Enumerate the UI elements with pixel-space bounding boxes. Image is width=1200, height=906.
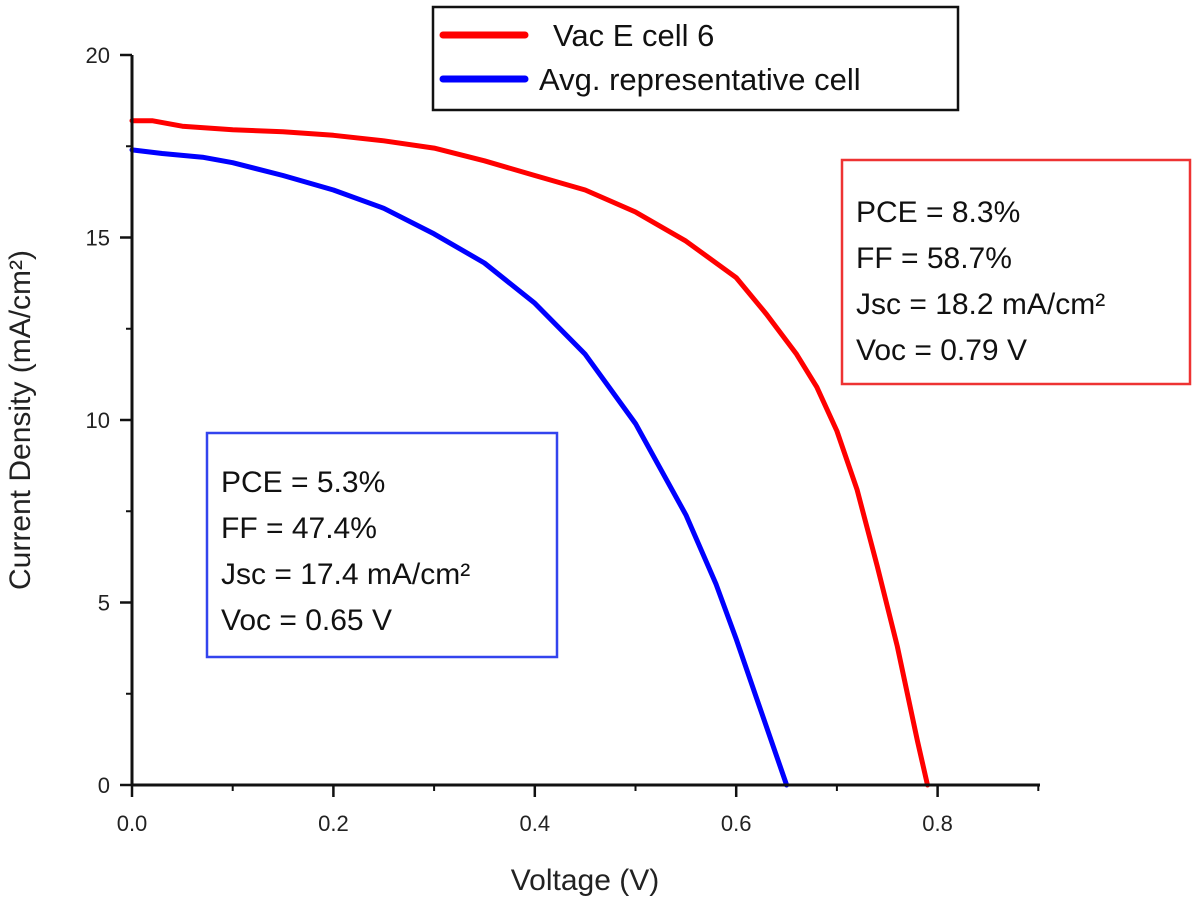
annotation-line: PCE = 8.3% (856, 196, 1020, 229)
legend-label-series-2: Avg. representative cell (539, 62, 861, 97)
series-line-1 (129, 118, 930, 788)
x-tick-label: 0.8 (922, 811, 953, 836)
annotation-border-red (840, 158, 1192, 386)
annotation-border-blue (205, 431, 559, 659)
annotation-line: Jsc = 17.4 mA/cm² (221, 558, 470, 591)
annotation-line: FF = 58.7% (856, 242, 1012, 275)
series-layer (129, 118, 930, 788)
annotation-line: Voc = 0.65 V (221, 604, 392, 637)
ticks: 0.0 0.2 0.4 0.6 0.8 0 5 10 15 20 (86, 43, 1040, 836)
legend: Vac E cell 6 Avg. representative cell (431, 5, 960, 112)
annotation-line: Voc = 0.79 V (856, 334, 1027, 367)
y-tick-label: 15 (86, 226, 110, 251)
y-tick-label: 0 (98, 773, 110, 798)
legend-box (431, 5, 960, 112)
annotation-line: PCE = 5.3% (221, 466, 385, 499)
x-tick-label: 0.4 (520, 811, 551, 836)
y-tick-label: 5 (98, 591, 110, 616)
y-tick-label: 10 (86, 408, 110, 433)
annotation-line: Jsc = 18.2 mA/cm² (856, 288, 1105, 321)
x-axis-title: Voltage (V) (511, 864, 659, 897)
y-tick-label: 20 (86, 43, 110, 68)
series-line-2 (129, 147, 790, 788)
x-tick-label: 0.2 (318, 811, 349, 836)
legend-label-series-1: Vac E cell 6 (553, 18, 714, 53)
annotation-box-avg-cell: PCE = 5.3% FF = 47.4% Jsc = 17.4 mA/cm² … (205, 431, 559, 659)
x-tick-label: 0.0 (117, 811, 148, 836)
annotation-line: FF = 47.4% (221, 512, 377, 545)
annotation-box-vac-e-cell: PCE = 8.3% FF = 58.7% Jsc = 18.2 mA/cm² … (840, 158, 1192, 386)
x-tick-label: 0.6 (721, 811, 752, 836)
y-axis-title: Current Density (mA/cm²) (4, 250, 37, 590)
